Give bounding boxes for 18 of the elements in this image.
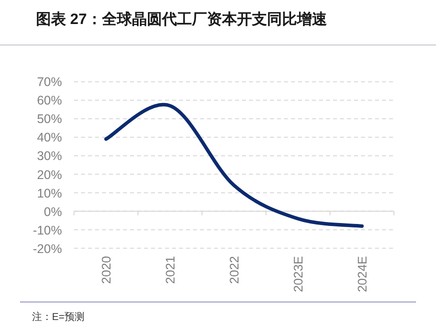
y-tick-label: -20% bbox=[32, 242, 62, 256]
x-tick-label: 2022 bbox=[228, 256, 242, 284]
title: 图表 27：全球晶圆代工厂资本开支同比增速 bbox=[36, 11, 327, 28]
x-tick-label: 2023E bbox=[292, 256, 306, 292]
text: 注：E=预测 bbox=[32, 311, 85, 323]
y-tick-label: 10% bbox=[36, 186, 62, 200]
y-tick-label: 40% bbox=[36, 130, 62, 145]
x-tick-label: 2024E bbox=[356, 256, 370, 292]
y-tick-label: 20% bbox=[36, 168, 62, 182]
y-tick-label: 30% bbox=[36, 149, 62, 164]
line-series bbox=[104, 103, 364, 228]
x-tick-label: 2020 bbox=[100, 256, 114, 284]
y-tick-label: 0% bbox=[44, 204, 62, 219]
y-tick-label: 70% bbox=[36, 75, 62, 90]
y-tick-label: 50% bbox=[36, 112, 62, 126]
y-tick-label: -10% bbox=[32, 223, 62, 238]
y-tick-label: 60% bbox=[36, 94, 62, 108]
x-tick-label: 2021 bbox=[164, 256, 178, 284]
